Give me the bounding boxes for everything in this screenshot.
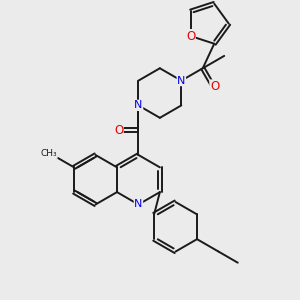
Text: N: N [134,100,142,110]
Text: N: N [134,200,142,209]
Text: N: N [134,100,142,110]
Text: N: N [177,76,185,85]
Text: CH₃: CH₃ [40,149,57,158]
Text: O: O [114,124,123,137]
Text: O: O [210,80,219,93]
Text: O: O [186,30,195,43]
